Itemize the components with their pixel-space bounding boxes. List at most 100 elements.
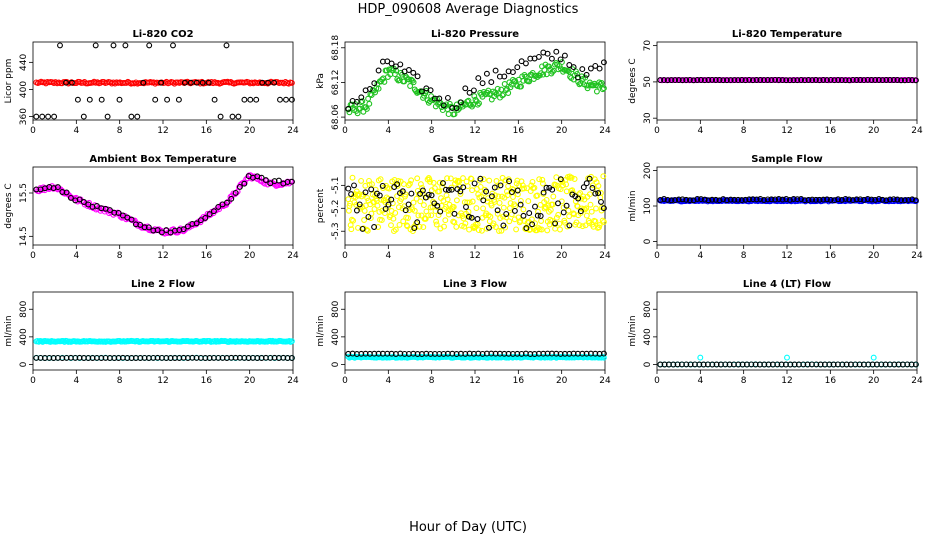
x-tick-label: 24 — [599, 376, 611, 386]
data-point — [894, 196, 901, 203]
data-point — [479, 80, 486, 87]
data-point — [366, 86, 373, 92]
data-point — [419, 187, 426, 194]
data-point — [439, 183, 446, 190]
x-tick-label: 24 — [599, 251, 611, 261]
data-point — [794, 77, 801, 84]
data-point — [253, 96, 260, 103]
data-point — [553, 214, 560, 221]
data-point — [393, 67, 400, 74]
data-point — [348, 216, 355, 223]
data-point — [426, 176, 433, 183]
data-point — [39, 113, 46, 120]
x-tick-label: 12 — [157, 251, 168, 261]
data-point — [539, 176, 546, 183]
data-point — [76, 196, 83, 203]
panel-title: Ambient Box Temperature — [89, 154, 236, 165]
data-point — [872, 77, 879, 83]
x-tick-label: 20 — [556, 251, 568, 261]
data-point — [486, 224, 492, 231]
data-point — [533, 72, 540, 79]
data-point — [905, 196, 912, 203]
data-point — [193, 220, 200, 227]
data-point — [98, 96, 105, 103]
data-point — [525, 198, 532, 205]
data-point — [574, 70, 581, 77]
data-point — [503, 214, 510, 221]
data-point — [51, 113, 58, 120]
data-point — [524, 185, 530, 192]
data-point — [553, 48, 560, 55]
data-point — [587, 201, 594, 208]
plot-frame — [656, 166, 918, 246]
x-tick-label: 20 — [868, 251, 880, 261]
data-point — [451, 111, 458, 118]
data-point — [809, 77, 816, 84]
data-point — [775, 196, 782, 202]
data-point — [353, 207, 360, 214]
data-point — [712, 196, 719, 203]
x-tick-label: 12 — [781, 376, 792, 386]
series-avg — [345, 59, 607, 118]
data-point — [509, 189, 515, 196]
data-point — [378, 217, 385, 224]
data-point — [901, 77, 908, 84]
data-point — [544, 227, 551, 234]
data-point — [901, 197, 908, 204]
data-point — [727, 77, 734, 84]
data-point — [494, 207, 501, 214]
data-point — [735, 196, 742, 203]
data-point — [480, 176, 487, 183]
data-point — [835, 196, 842, 203]
data-point — [712, 77, 719, 83]
data-point — [518, 83, 524, 90]
x-tick-label: 24 — [911, 126, 923, 136]
data-point — [411, 225, 418, 232]
data-point — [593, 205, 599, 212]
data-point — [506, 205, 513, 212]
data-point — [444, 175, 451, 182]
data-point — [912, 77, 919, 84]
data-point — [543, 71, 550, 78]
x-tick-label: 12 — [469, 376, 480, 386]
data-point — [235, 113, 242, 120]
data-point — [158, 229, 165, 236]
data-point — [894, 77, 901, 83]
data-point — [116, 96, 123, 103]
data-point — [259, 79, 266, 86]
data-point — [600, 354, 607, 361]
data-point — [359, 98, 366, 105]
x-tick-label: 8 — [741, 376, 747, 386]
data-point — [757, 196, 764, 202]
y-tick-label: 0 — [331, 361, 341, 367]
data-point — [798, 77, 805, 83]
data-point — [444, 94, 451, 101]
data-point — [838, 77, 845, 84]
x-tick-label: 12 — [157, 126, 168, 136]
data-point — [764, 77, 771, 83]
data-point — [33, 113, 40, 120]
y-tick-label: 68.12 — [331, 70, 341, 96]
panel-3: Ambient Box Temperature degrees C 0 4 8 12 16 2… — [4, 154, 299, 261]
data-point — [586, 175, 593, 182]
data-point — [428, 192, 435, 199]
y-tick-label: 440 — [19, 53, 29, 70]
data-point — [531, 184, 538, 191]
data-point — [425, 191, 432, 198]
data-point — [912, 361, 919, 368]
data-point — [890, 77, 897, 83]
data-point — [701, 196, 708, 203]
x-tick-label: 12 — [469, 126, 480, 136]
data-point — [440, 102, 447, 109]
data-point — [597, 81, 604, 87]
data-point — [753, 196, 760, 203]
data-point — [583, 71, 590, 78]
x-tick-label: 0 — [30, 376, 36, 386]
data-point — [686, 76, 693, 83]
x-tick-label: 16 — [513, 126, 525, 136]
data-point — [348, 191, 355, 198]
data-point — [506, 218, 513, 225]
data-point — [356, 201, 363, 208]
data-point — [405, 67, 412, 73]
